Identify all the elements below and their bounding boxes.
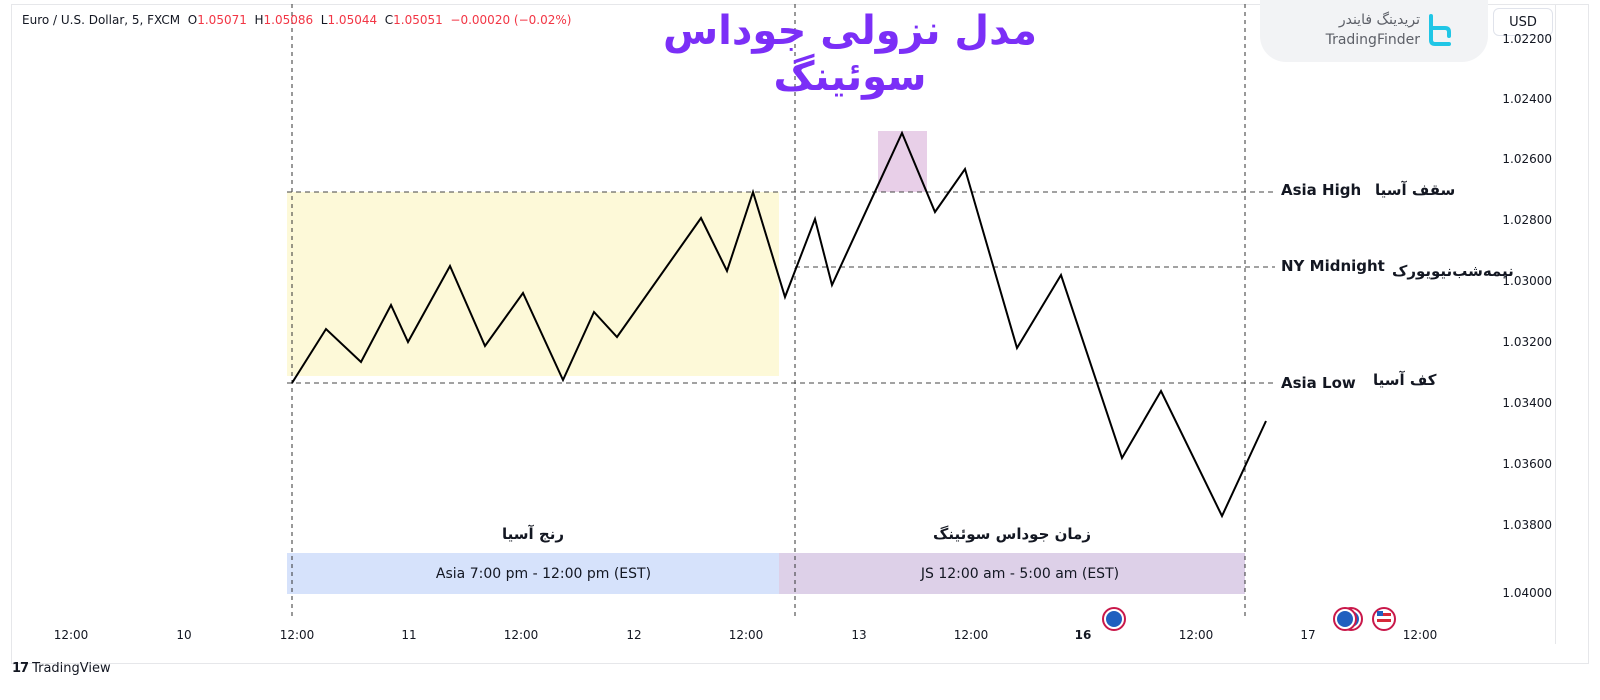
- liquidity-sweep-box: [878, 131, 927, 192]
- tradingfinder-watermark: تریدینگ فایندر TradingFinder: [1260, 0, 1488, 62]
- ny-midnight-label-fa: نیمه‌شب‌نیویورک: [1392, 262, 1514, 280]
- brand-name-fa: تریدینگ فایندر: [1338, 12, 1420, 28]
- tradingview-mark-icon: 17: [12, 661, 29, 676]
- eu-event-icon[interactable]: [1102, 607, 1126, 631]
- judas-session-label: JS 12:00 am - 5:00 am (EST): [920, 565, 1120, 582]
- price-line: [291, 130, 1267, 519]
- us-event-icon[interactable]: [1372, 607, 1396, 631]
- eu-event-icon[interactable]: [1333, 607, 1357, 631]
- brand-name-en: TradingFinder: [1325, 32, 1420, 48]
- asia-session-label: Asia 7:00 pm - 12:00 pm (EST): [435, 565, 652, 582]
- open-value: 1.05071: [197, 13, 247, 27]
- chart-title: مدل نزولی جوداس سوئینگ: [662, 8, 1038, 100]
- symbol-name[interactable]: Euro / U.S. Dollar, 5, FXCM: [22, 13, 181, 27]
- ny-midnight-label: NY Midnight: [1281, 257, 1385, 275]
- asia-low-label: Asia Low: [1281, 374, 1356, 392]
- high-value: 1.05086: [263, 13, 314, 27]
- currency-button[interactable]: USD: [1493, 8, 1553, 36]
- close-value: 1.05051: [393, 13, 443, 27]
- judas-swing-title: زمان جوداس سوئینگ: [933, 525, 1091, 543]
- change-value: −0.00020 (−0.02%): [450, 13, 572, 27]
- tradingfinder-logo-icon: [1429, 14, 1451, 46]
- judas-session-bar: [779, 553, 1245, 594]
- chart-frame: [11, 4, 1589, 664]
- tradingview-brand: TradingView: [32, 661, 111, 676]
- asia-range-title: رنج آسیا: [502, 525, 564, 543]
- asia-session-bar: [287, 553, 779, 594]
- low-value: 1.05044: [327, 13, 378, 27]
- asia-low-label-fa: کف آسیا: [1373, 371, 1437, 389]
- asia-high-label: Asia High: [1281, 181, 1362, 199]
- tradingview-logo[interactable]: 17 TradingView: [12, 661, 111, 676]
- asia-range-box: [287, 192, 779, 376]
- symbol-legend: Euro / U.S. Dollar, 5, FXCM O1.05071 H1.…: [22, 13, 572, 27]
- price-scale-divider: [1555, 4, 1556, 644]
- asia-high-label-fa: سقف آسیا: [1375, 181, 1456, 199]
